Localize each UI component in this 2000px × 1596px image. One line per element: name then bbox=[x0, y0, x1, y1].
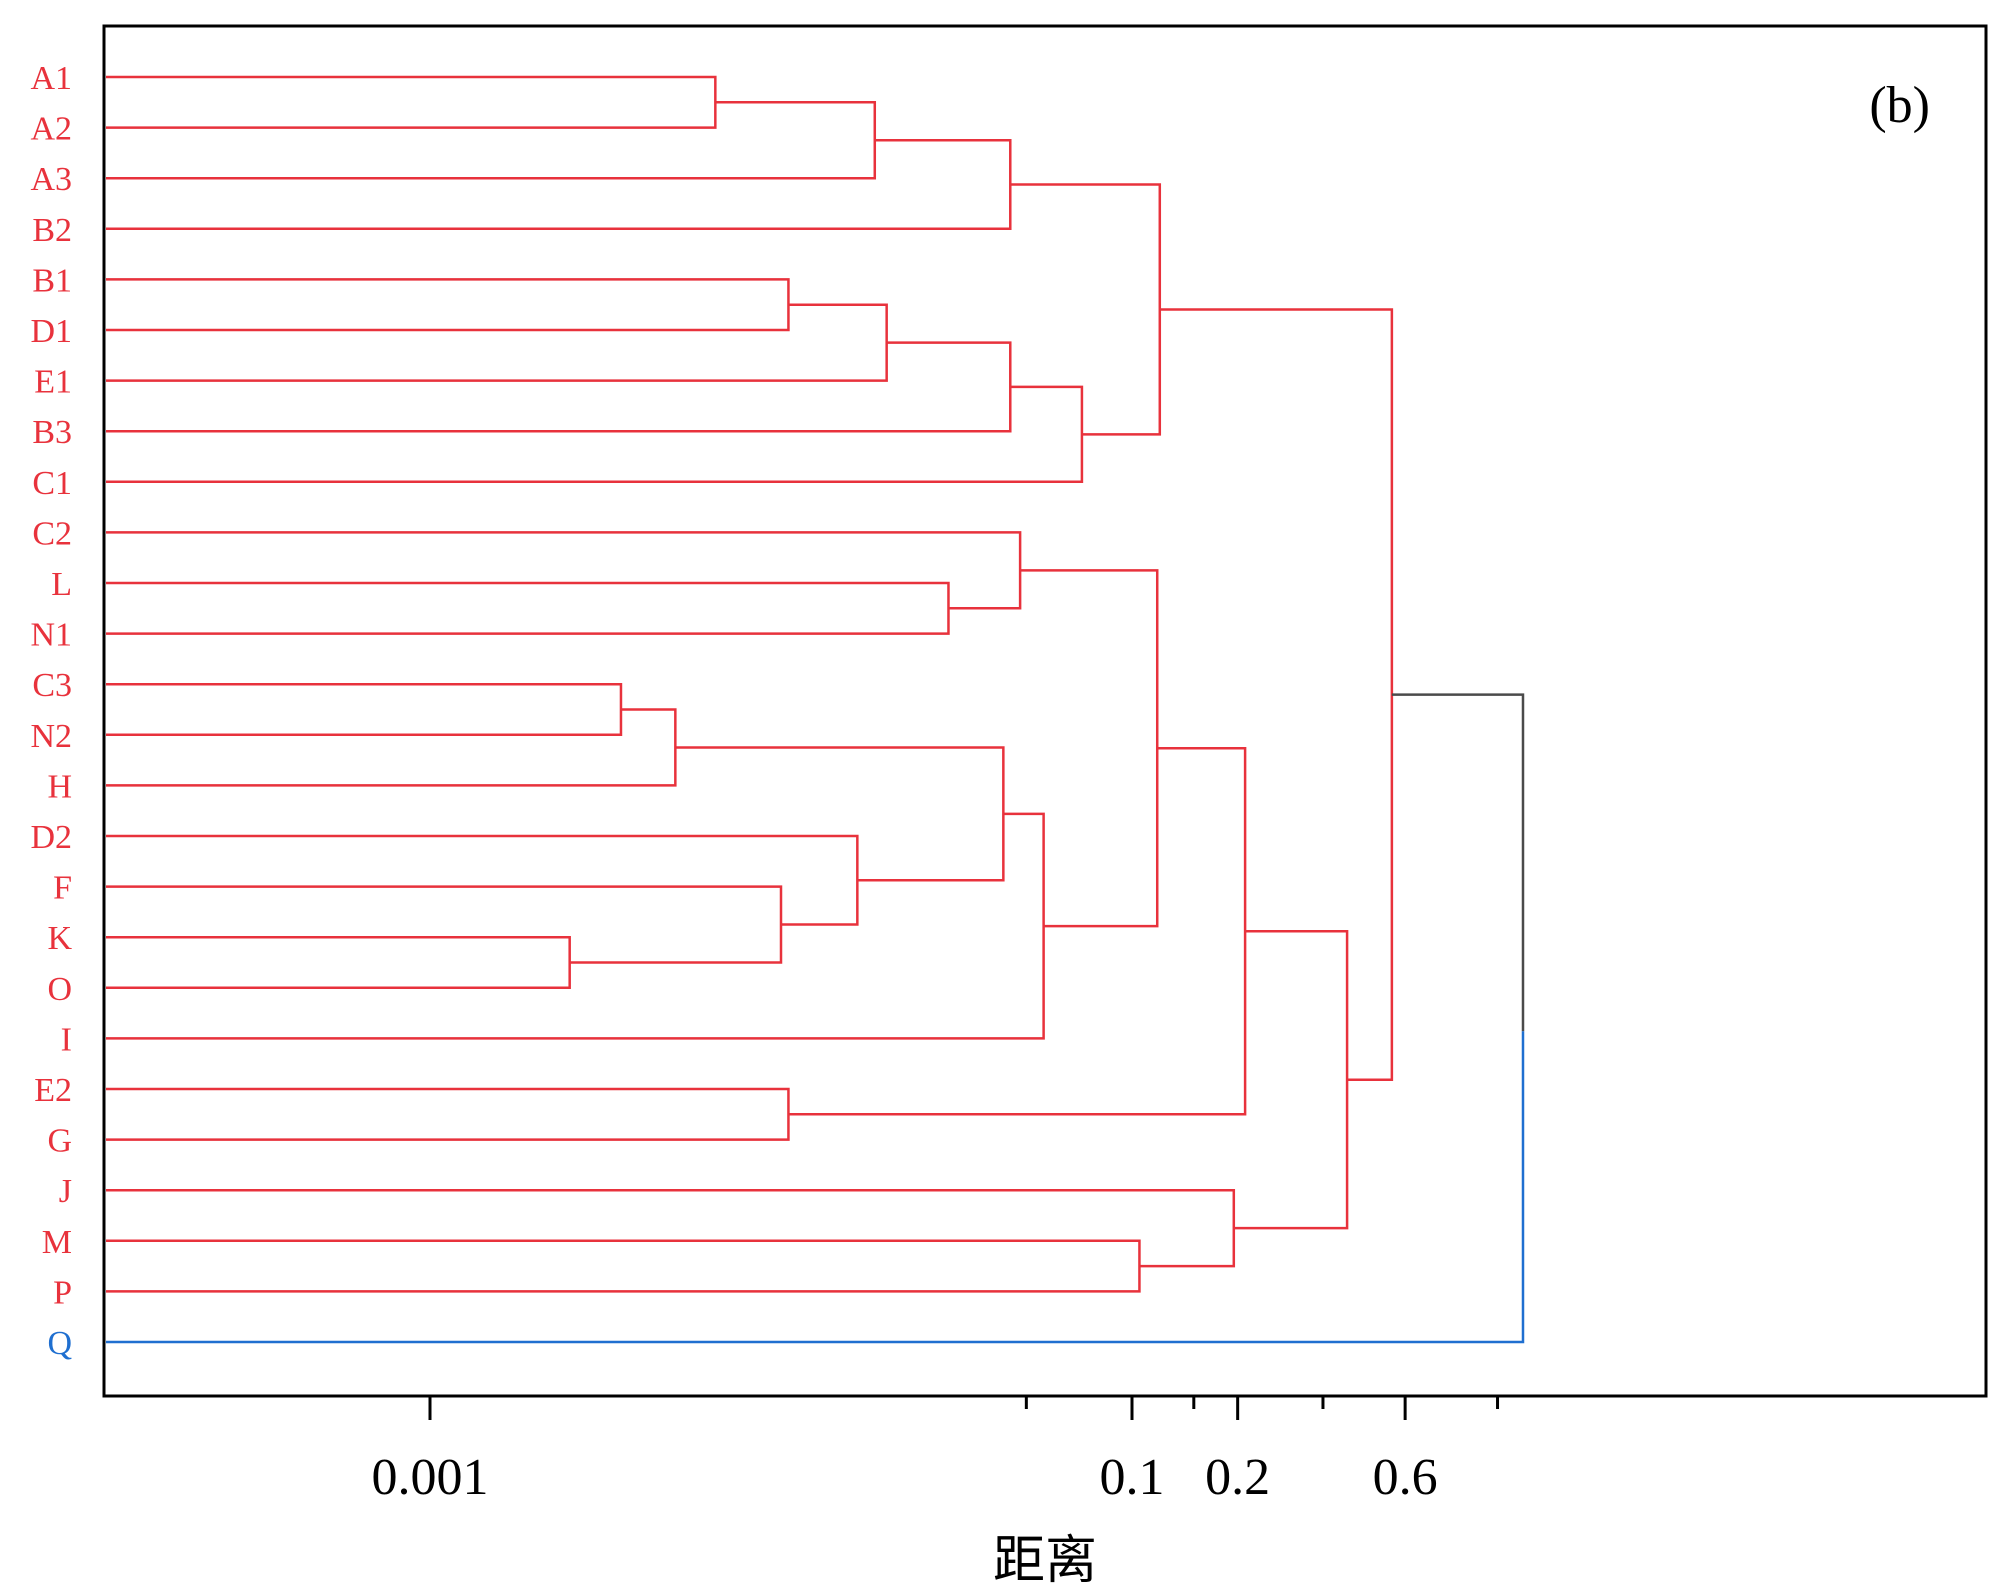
dendrogram-links bbox=[106, 75, 1525, 1344]
leaf-label: N2 bbox=[30, 718, 72, 755]
leaf-label: J bbox=[59, 1173, 72, 1210]
dendrogram-link bbox=[106, 1031, 1525, 1344]
dendrogram-link bbox=[106, 1087, 790, 1141]
x-axis: 0.001 0.1 0.2 0.6 bbox=[372, 1396, 1500, 1506]
dendrogram-link bbox=[106, 708, 677, 787]
dendrogram-link bbox=[106, 101, 877, 180]
dendrogram-link bbox=[106, 385, 1084, 484]
leaf-label: M bbox=[42, 1224, 72, 1261]
leaf-label: C3 bbox=[32, 667, 72, 704]
dendrogram-link bbox=[106, 885, 783, 964]
leaf-label: D1 bbox=[30, 313, 72, 350]
leaf-label: A2 bbox=[30, 111, 72, 148]
x-tick-label: 0.6 bbox=[1373, 1449, 1438, 1506]
dendrogram-link bbox=[106, 1188, 1236, 1268]
x-tick-label: 0.2 bbox=[1205, 1449, 1270, 1506]
dendrogram-link bbox=[1010, 183, 1162, 436]
dendrogram-link bbox=[1020, 569, 1159, 928]
dendrogram-link bbox=[106, 935, 571, 990]
plot-frame bbox=[102, 24, 1988, 1398]
leaf-label: O bbox=[47, 971, 72, 1008]
leaf-label: G bbox=[47, 1123, 72, 1160]
leaf-label: I bbox=[61, 1021, 72, 1058]
panel-label: (b) bbox=[1869, 77, 1930, 134]
leaf-label: D2 bbox=[30, 819, 72, 856]
leaf-label: H bbox=[47, 768, 72, 805]
x-tick-label: 0.001 bbox=[372, 1449, 489, 1506]
dendrogram-link bbox=[1391, 693, 1525, 1032]
dendrogram-link bbox=[1233, 930, 1349, 1230]
leaf-label: C1 bbox=[32, 465, 72, 502]
dendrogram-link bbox=[106, 812, 1045, 1040]
leaf-label: B1 bbox=[32, 262, 72, 299]
dendrogram-link bbox=[106, 75, 717, 129]
leaf-label: B3 bbox=[32, 414, 72, 451]
dendrogram-link bbox=[106, 1239, 1141, 1293]
leaf-label: E2 bbox=[34, 1072, 72, 1109]
leaf-label: L bbox=[51, 566, 72, 603]
dendrogram-link bbox=[106, 278, 790, 332]
leaf-label: P bbox=[53, 1274, 72, 1311]
dendrogram-link bbox=[106, 531, 1022, 610]
leaf-label: Q bbox=[47, 1325, 72, 1362]
dendrogram-link bbox=[788, 746, 1247, 1116]
x-axis-title: 距离 bbox=[993, 1531, 1097, 1591]
dendrogram-link bbox=[106, 581, 950, 635]
leaf-label: K bbox=[47, 920, 72, 957]
x-tick-label: 0.1 bbox=[1100, 1449, 1165, 1506]
leaf-label: E1 bbox=[34, 364, 72, 401]
dendrogram-link bbox=[106, 682, 623, 737]
dendrogram-link bbox=[106, 341, 1012, 433]
dendrogram-link bbox=[1159, 308, 1394, 1081]
leaf-label: C2 bbox=[32, 515, 72, 552]
leaf-label: A1 bbox=[30, 60, 72, 97]
dendrogram-link bbox=[106, 303, 888, 382]
leaf-label: A3 bbox=[30, 161, 72, 198]
leaf-label: F bbox=[53, 870, 72, 907]
leaf-label: N1 bbox=[30, 617, 72, 654]
dendrogram-link bbox=[106, 834, 859, 926]
leaf-label: B2 bbox=[32, 212, 72, 249]
dendrogram-link bbox=[675, 746, 1005, 882]
